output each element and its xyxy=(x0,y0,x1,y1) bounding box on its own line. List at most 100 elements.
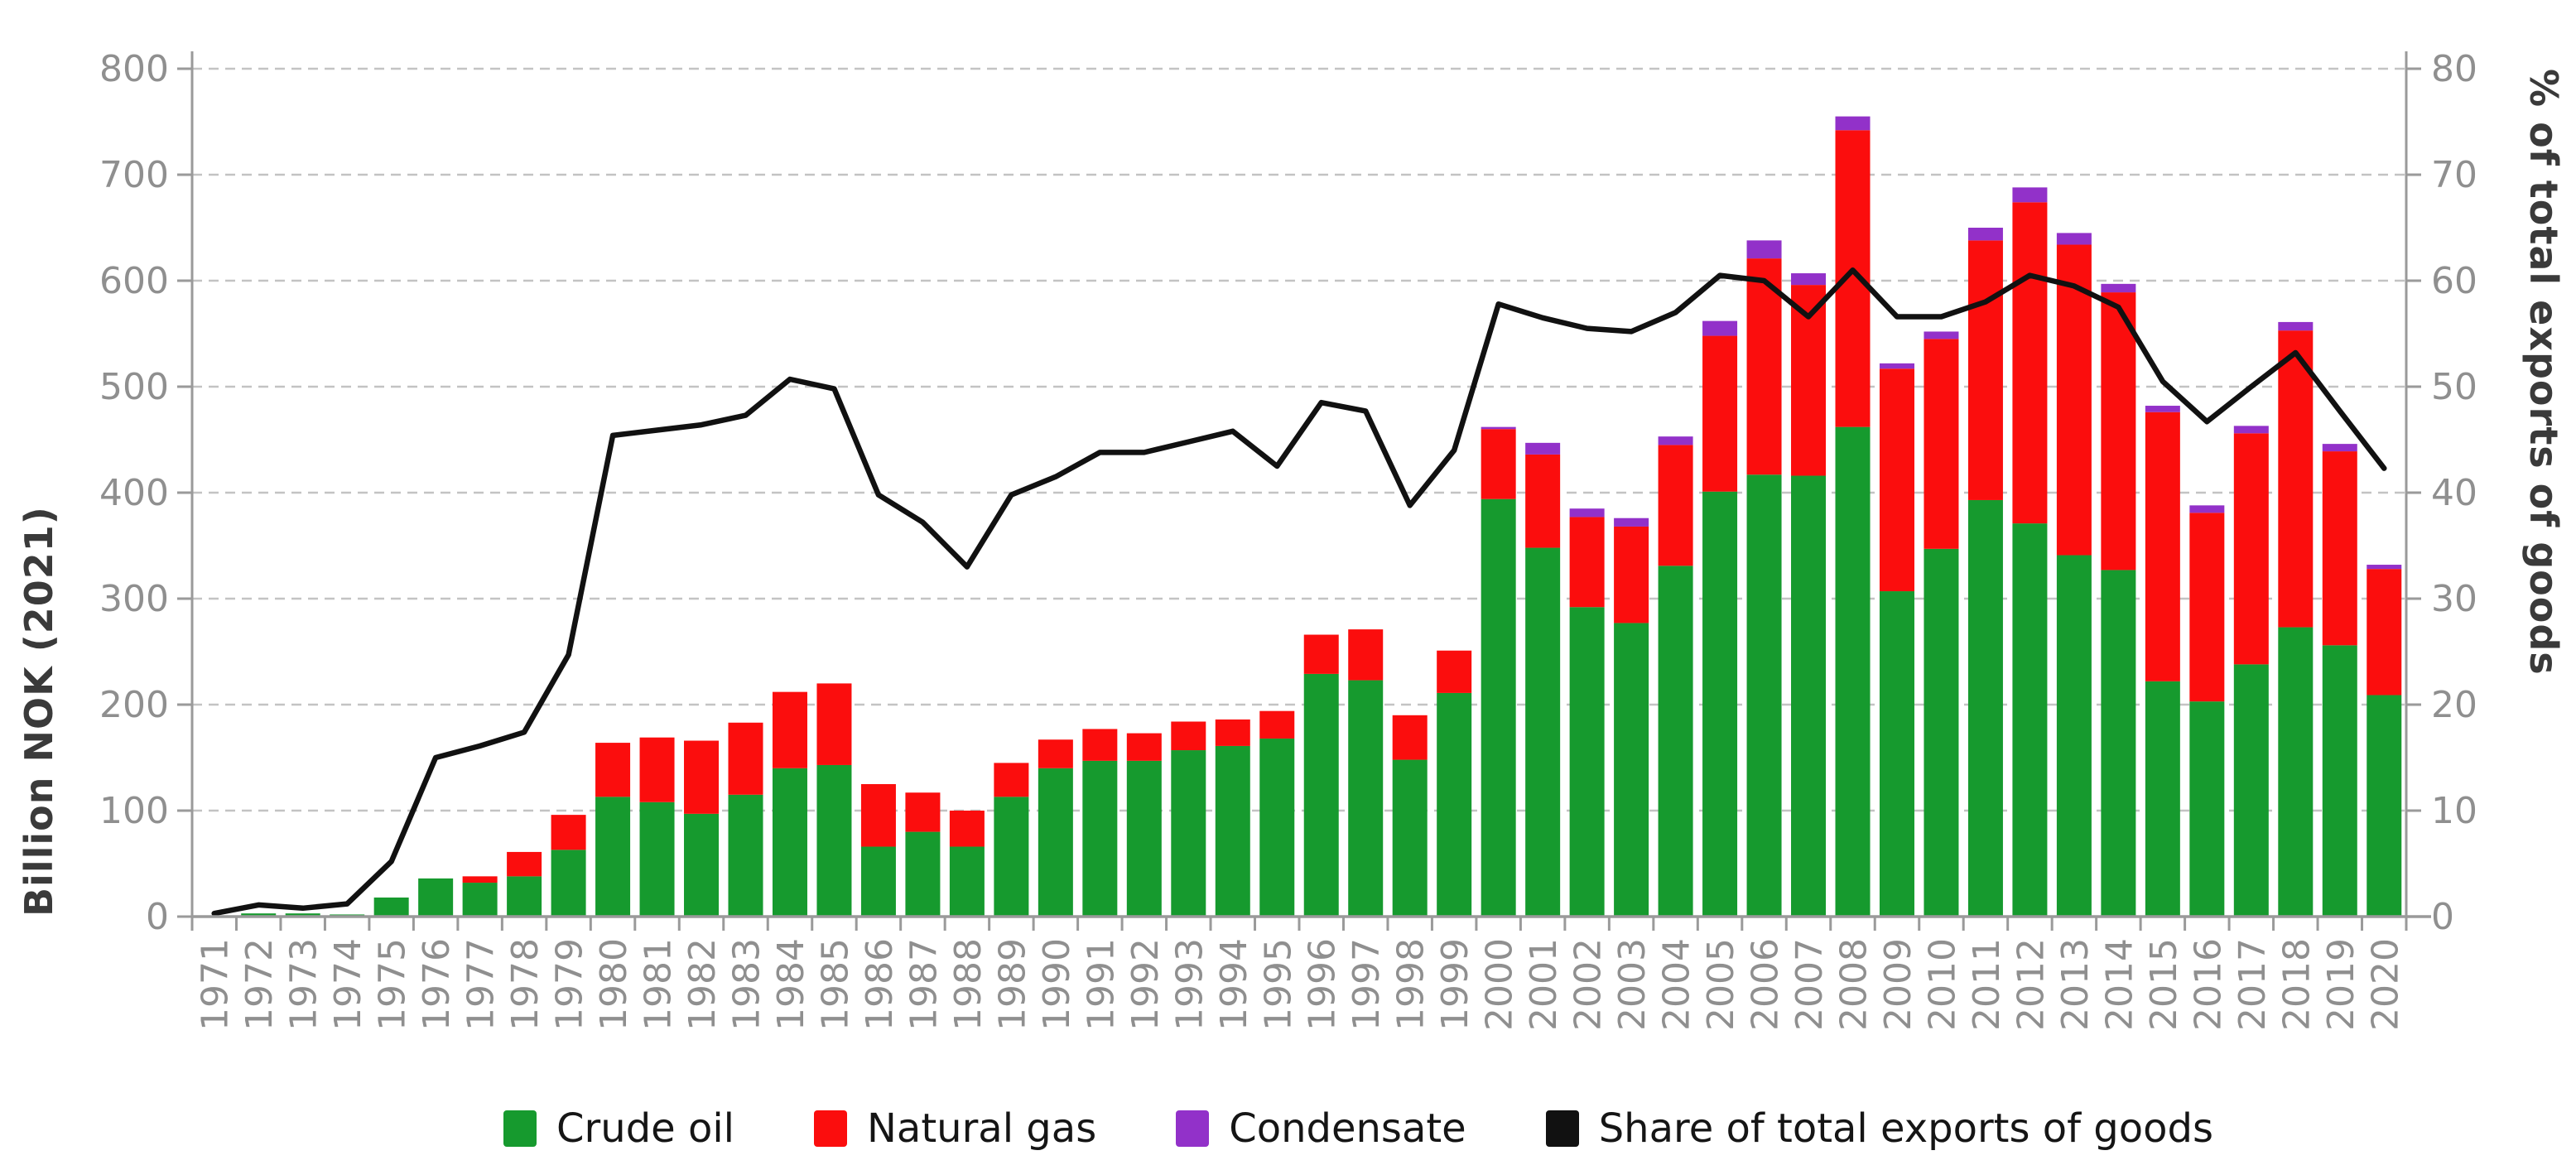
x-axis-year-label: 1978 xyxy=(504,938,546,1031)
x-axis-year-label: 1989 xyxy=(991,938,1033,1031)
bar-segment xyxy=(2145,681,2180,917)
x-axis-year-label: 2016 xyxy=(2187,938,2229,1031)
bar-segment xyxy=(2322,451,2357,646)
bar-segment xyxy=(462,883,498,917)
bar-segment xyxy=(1525,442,1561,455)
bar-segment xyxy=(2278,321,2314,331)
bar-segment xyxy=(860,784,896,847)
bar-segment xyxy=(1259,738,1295,917)
x-axis-year-label: 1986 xyxy=(859,938,901,1031)
bar-segment xyxy=(1038,768,1073,917)
left-axis-tick-label: 300 xyxy=(99,578,169,620)
axes xyxy=(177,51,2431,931)
bar-segment xyxy=(2233,426,2269,434)
bar-segment xyxy=(1835,116,1871,131)
bar-segment xyxy=(1126,733,1162,761)
bar-segment xyxy=(2056,233,2092,245)
bar-segment xyxy=(1481,498,1516,917)
bar-segment xyxy=(1303,634,1339,674)
legend-label: Condensate xyxy=(1229,1105,1466,1152)
bar-segment xyxy=(1569,508,1605,518)
x-axis-year-label: 1999 xyxy=(1434,938,1476,1031)
right-axis-tick-label: 50 xyxy=(2431,366,2477,408)
bar-segment xyxy=(1658,436,1693,445)
bar-segment xyxy=(1348,680,1384,917)
bar-segment xyxy=(1392,759,1428,917)
legend-label: Crude oil xyxy=(556,1105,734,1152)
bar-segment xyxy=(1614,526,1649,623)
x-axis-year-label: 1975 xyxy=(372,938,414,1031)
x-axis-year-label: 2003 xyxy=(1611,938,1654,1031)
bar-segment xyxy=(1746,240,1782,259)
bar-segment xyxy=(2012,202,2048,524)
right-axis-tick-label: 10 xyxy=(2431,790,2477,832)
bar-segment xyxy=(2189,513,2225,702)
share-line xyxy=(211,267,2387,917)
x-axis-year-label: 2015 xyxy=(2143,938,2185,1031)
x-axis-year-label: 2010 xyxy=(1921,938,1963,1031)
bar-segment xyxy=(1038,739,1073,768)
x-axis-year-label: 1973 xyxy=(283,938,325,1031)
bar-segment xyxy=(2367,565,2402,570)
bar-segment xyxy=(1569,607,1605,917)
x-axis-year-label: 1984 xyxy=(770,938,812,1031)
bar-segment xyxy=(1348,629,1384,681)
bar-segment xyxy=(1437,692,1472,917)
legend-item-share-line: Share of total exports of goods xyxy=(1545,1105,2213,1152)
crude-oil-swatch-icon xyxy=(503,1110,537,1147)
bar-segment xyxy=(1437,650,1472,693)
x-axis-year-label: 1988 xyxy=(947,938,989,1031)
bar-segment xyxy=(1259,710,1295,739)
x-axis-year-label: 1971 xyxy=(195,938,237,1031)
x-axis-year-label: 1996 xyxy=(1302,938,1344,1031)
bar-segment xyxy=(2233,433,2269,665)
bar-segment xyxy=(728,722,763,795)
bar-segment xyxy=(2189,701,2225,917)
bar-segment xyxy=(1879,368,1914,592)
x-axis-year-label: 2004 xyxy=(1656,938,1698,1031)
bar-segment xyxy=(1658,566,1693,917)
bar-segment xyxy=(639,802,675,917)
bar-segment xyxy=(551,850,586,917)
bar-segment xyxy=(285,913,320,917)
left-axis-tick-label: 700 xyxy=(99,154,169,196)
right-axis-tick-label: 70 xyxy=(2431,154,2477,196)
bar-segment xyxy=(241,913,277,917)
bar-segment xyxy=(1702,320,1738,336)
left-axis-tick-label: 800 xyxy=(99,48,169,90)
x-axis-year-label: 2012 xyxy=(2010,938,2052,1031)
x-axis-year-label: 2014 xyxy=(2098,938,2140,1031)
bar-segment xyxy=(1126,760,1162,917)
bar-segment xyxy=(2278,330,2314,628)
x-axis-year-label: 1993 xyxy=(1168,938,1211,1031)
bar-segment xyxy=(2145,406,2180,412)
x-axis-year-label: 2009 xyxy=(1877,938,1919,1031)
bar-segment xyxy=(2012,187,2048,203)
bar-segment xyxy=(462,876,498,883)
bar-segment xyxy=(1481,426,1516,430)
legend: Crude oil Natural gas Condensate Share o… xyxy=(0,1105,2576,1152)
bar-segment xyxy=(2322,444,2357,452)
bar-segment xyxy=(1525,454,1561,548)
bar-segment xyxy=(2012,523,2048,917)
bar-segment xyxy=(860,846,896,917)
bar-segment xyxy=(772,691,807,768)
bar-segment xyxy=(1967,240,2003,500)
bar-segment xyxy=(1614,623,1649,917)
x-axis-year-label: 2005 xyxy=(1700,938,1742,1031)
bar-segment xyxy=(1614,518,1649,527)
x-axis-year-label: 1991 xyxy=(1080,938,1122,1031)
left-axis-tick-label: 0 xyxy=(146,896,169,938)
bar-segment xyxy=(1924,331,1959,339)
bar-segment xyxy=(994,763,1029,797)
bar-segment xyxy=(1658,445,1693,566)
bar-segment xyxy=(905,792,941,832)
condensate-swatch-icon xyxy=(1176,1110,1210,1147)
bar-segment xyxy=(816,764,852,917)
bar-segment xyxy=(1791,273,1827,286)
x-axis-year-label: 2017 xyxy=(2232,938,2274,1031)
bar-segment xyxy=(595,743,631,797)
x-axis-year-label: 1998 xyxy=(1390,938,1432,1031)
x-axis-year-label: 1981 xyxy=(638,938,680,1031)
x-axis-year-label: 2002 xyxy=(1567,938,1610,1031)
